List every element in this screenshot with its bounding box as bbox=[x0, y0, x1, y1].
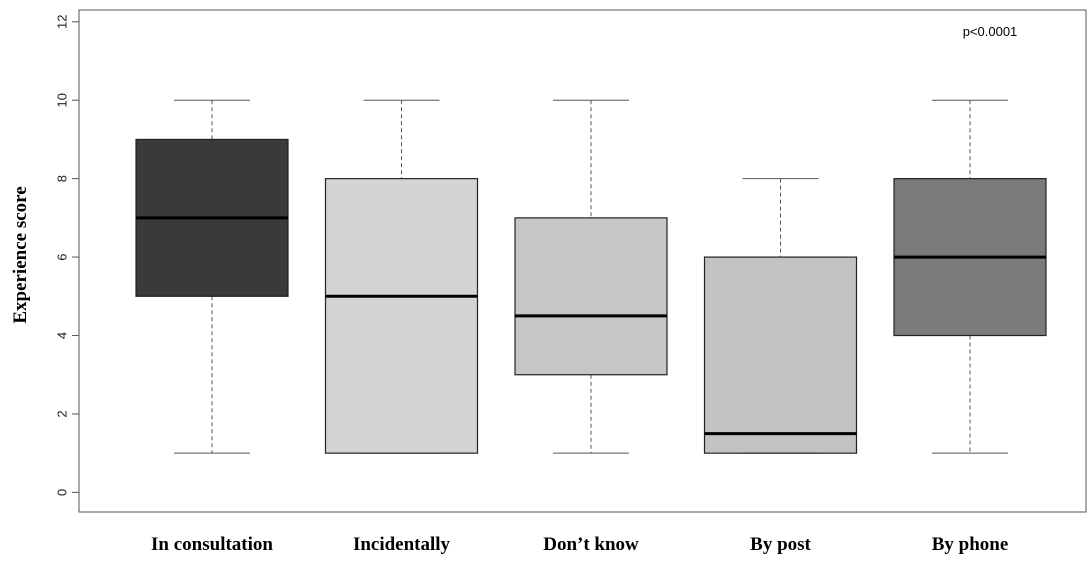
y-tick-label-10: 10 bbox=[55, 93, 70, 107]
box-2 bbox=[324, 99, 479, 454]
category-label-1: In consultation bbox=[151, 534, 273, 555]
y-tick-label-8: 8 bbox=[55, 175, 70, 182]
y-tick-label-6: 6 bbox=[55, 253, 70, 260]
category-label-2: Incidentally bbox=[353, 534, 451, 555]
box-4 bbox=[703, 178, 858, 454]
box-5 bbox=[893, 99, 1047, 454]
labels: Experience score p<0.0001 In consultatio… bbox=[10, 24, 1017, 555]
box-3 bbox=[514, 99, 668, 454]
plot-frame bbox=[78, 9, 1087, 513]
y-tick-label-12: 12 bbox=[55, 15, 70, 29]
iqr-box bbox=[514, 217, 668, 376]
y-tick-label-2: 2 bbox=[55, 410, 70, 417]
iqr-box bbox=[703, 256, 858, 454]
p-value-annotation: p<0.0001 bbox=[963, 24, 1018, 39]
boxes bbox=[135, 99, 1047, 454]
y-tick-label-4: 4 bbox=[55, 332, 70, 339]
y-axis-label: Experience score bbox=[10, 186, 31, 323]
category-label-5: By phone bbox=[932, 534, 1009, 555]
y-tick-label-0: 0 bbox=[55, 489, 70, 496]
box-1 bbox=[135, 99, 289, 454]
category-label-3: Don’t know bbox=[543, 534, 639, 555]
iqr-box bbox=[324, 178, 479, 454]
axes: 0 2 4 6 8 10 12 bbox=[55, 9, 1087, 513]
category-label-4: By post bbox=[750, 534, 811, 555]
